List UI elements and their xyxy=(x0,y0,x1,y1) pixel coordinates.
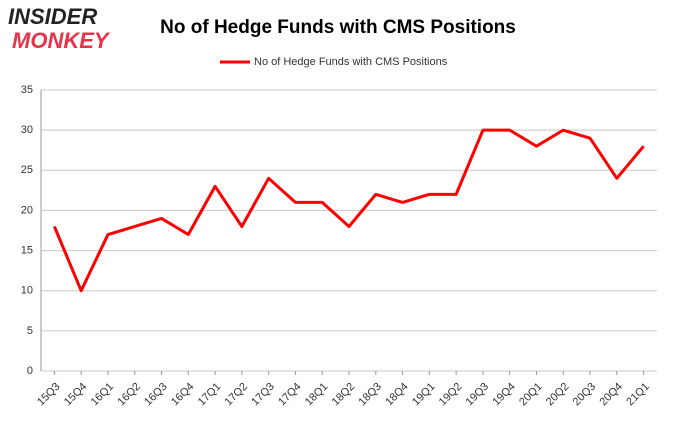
x-tick-label: 18Q3 xyxy=(356,381,384,409)
line xyxy=(53,128,645,293)
x-tick-label: 20Q2 xyxy=(544,381,572,409)
x-tick-label: 20Q4 xyxy=(597,381,625,409)
x-tick-label: 19Q3 xyxy=(464,381,492,409)
logo-bottom: MONKEY xyxy=(12,28,111,53)
x-tick-label: 21Q1 xyxy=(624,381,652,409)
y-tick-label: 20 xyxy=(21,204,33,216)
y-tick-label: 0 xyxy=(27,365,33,377)
x-tick-label: 18Q1 xyxy=(303,381,331,409)
x-tick-label: 16Q4 xyxy=(169,381,197,409)
chart-title: No of Hedge Funds with CMS Positions xyxy=(160,17,516,38)
y-tick-label: 35 xyxy=(21,84,33,96)
y-tick-label: 15 xyxy=(21,244,33,256)
x-tick-label: 19Q4 xyxy=(490,381,518,409)
y-tick-label: 10 xyxy=(21,285,33,297)
x-tick-label: 19Q1 xyxy=(410,381,438,409)
x-tick-label: 19Q2 xyxy=(437,381,465,409)
y-tick-label: 25 xyxy=(21,164,33,176)
x-tick-label: 17Q4 xyxy=(276,381,304,409)
x-tick-label: 20Q1 xyxy=(517,381,545,409)
x-tick-label: 16Q2 xyxy=(115,381,143,409)
y-tick-label: 30 xyxy=(21,124,33,136)
logo-top: INSIDER xyxy=(8,4,97,29)
x-tick-label: 17Q3 xyxy=(249,381,277,409)
x-tick-label: 18Q2 xyxy=(330,381,358,409)
x-tick-label: 18Q4 xyxy=(383,381,411,409)
x-tick-label: 20Q3 xyxy=(571,381,599,409)
x-tick-label: 17Q2 xyxy=(223,381,251,409)
legend-label: No of Hedge Funds with CMS Positions xyxy=(254,56,448,68)
x-tick-label: 15Q4 xyxy=(62,381,90,409)
x-tick-label: 15Q3 xyxy=(35,381,63,409)
x-tick-label: 17Q1 xyxy=(196,381,224,409)
y-tick-label: 5 xyxy=(27,325,33,337)
x-tick-label: 16Q3 xyxy=(142,381,170,409)
x-tick-label: 16Q1 xyxy=(89,381,117,409)
